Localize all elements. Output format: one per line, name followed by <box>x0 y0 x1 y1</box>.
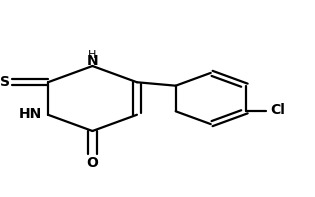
Text: HN: HN <box>19 107 43 121</box>
Text: H: H <box>88 50 97 60</box>
Text: Cl: Cl <box>271 103 286 117</box>
Text: S: S <box>0 75 10 89</box>
Text: N: N <box>87 54 98 68</box>
Text: O: O <box>87 155 98 170</box>
